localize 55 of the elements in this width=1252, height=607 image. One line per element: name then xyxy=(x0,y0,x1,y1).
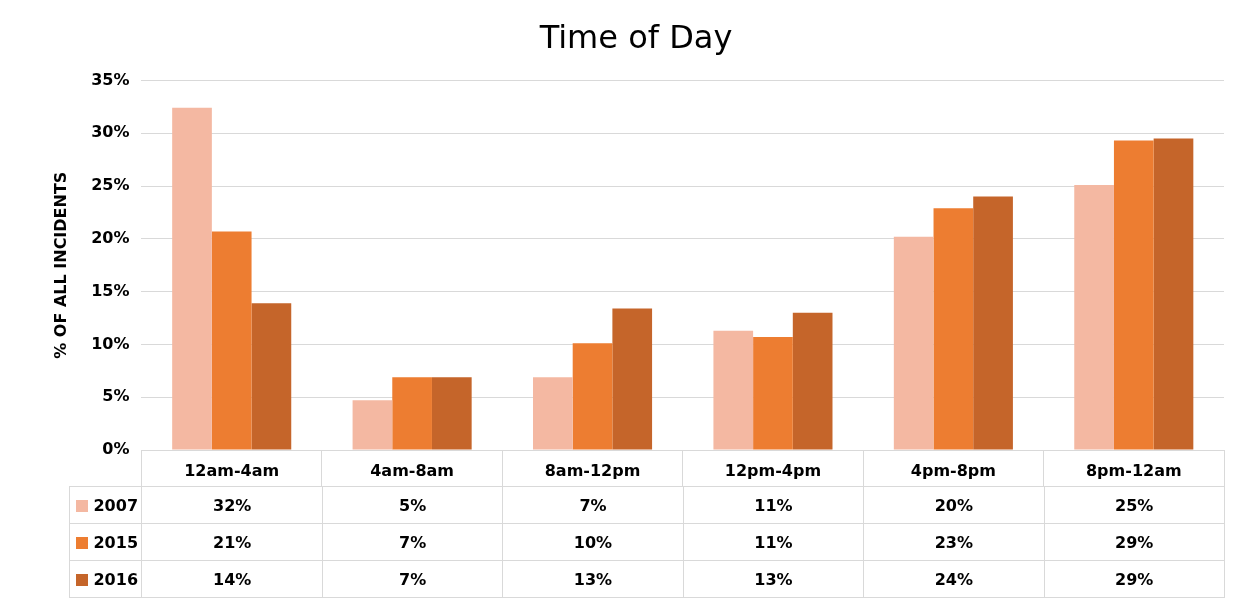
data-label: 7% xyxy=(502,486,684,524)
data-label: 11% xyxy=(683,523,864,561)
bar xyxy=(612,308,653,450)
data-label: 25% xyxy=(1044,486,1225,524)
bar xyxy=(352,400,393,450)
data-label: 20% xyxy=(863,486,1045,524)
y-tick-label: 25% xyxy=(91,175,130,195)
y-tick-label: 0% xyxy=(102,439,130,459)
bar xyxy=(1113,140,1154,450)
legend-label: 2016 xyxy=(69,560,142,598)
y-tick-label: 30% xyxy=(91,122,130,142)
bar xyxy=(211,231,252,450)
x-tick-label: 12pm-4pm xyxy=(724,460,822,480)
x-tick-label: 8am-12pm xyxy=(544,460,641,480)
data-label: 14% xyxy=(141,560,323,598)
legend-label: 2015 xyxy=(69,523,142,561)
data-label: 10% xyxy=(502,523,684,561)
data-label: 13% xyxy=(683,560,864,598)
bar xyxy=(792,312,833,450)
x-tick-label: 8pm-12am xyxy=(1085,460,1182,480)
bar xyxy=(933,208,974,450)
data-label: 13% xyxy=(502,560,684,598)
bar xyxy=(533,377,573,450)
bar xyxy=(431,377,472,450)
bar xyxy=(1074,184,1114,450)
y-tick-label: 15% xyxy=(91,280,130,300)
y-tick-label: 10% xyxy=(91,333,130,353)
bar xyxy=(251,303,292,450)
x-tick-label: 4am-8am xyxy=(370,460,455,480)
data-label: 7% xyxy=(322,560,503,598)
data-label: 29% xyxy=(1044,560,1225,598)
data-label: 21% xyxy=(141,523,323,561)
chart-title: Time of Day xyxy=(538,17,733,56)
y-tick-label: 20% xyxy=(91,227,130,247)
y-axis-title: % OF ALL INCIDENTS xyxy=(50,171,70,359)
data-label: 29% xyxy=(1044,523,1225,561)
bar xyxy=(893,236,934,450)
bar xyxy=(392,377,432,450)
bar xyxy=(753,337,793,450)
x-tick-label: 12am-4am xyxy=(184,460,280,480)
data-label: 23% xyxy=(863,523,1045,561)
x-tick-label: 4pm-8pm xyxy=(910,460,996,480)
data-label: 32% xyxy=(141,486,323,524)
bar xyxy=(973,196,1013,450)
y-tick-label: 5% xyxy=(102,386,130,406)
data-label: 24% xyxy=(863,560,1045,598)
data-label: 11% xyxy=(683,486,864,524)
bar xyxy=(172,107,212,450)
bar xyxy=(572,343,613,450)
bar xyxy=(1153,138,1194,450)
bar xyxy=(713,330,754,450)
data-label: 5% xyxy=(322,486,503,524)
legend-label: 2007 xyxy=(69,486,142,524)
y-tick-label: 35% xyxy=(91,69,130,89)
data-label: 7% xyxy=(322,523,503,561)
